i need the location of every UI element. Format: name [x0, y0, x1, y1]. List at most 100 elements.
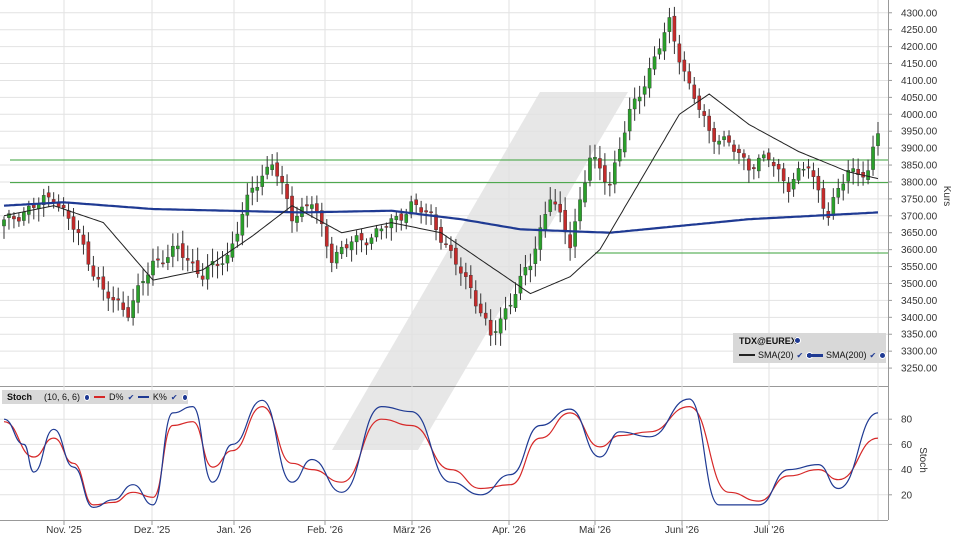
d-swatch: [94, 396, 106, 398]
candle-body: [528, 265, 533, 271]
candle-body: [225, 254, 230, 264]
candle-body: [136, 285, 140, 303]
candle-body: [687, 71, 692, 84]
stoch-tick-label: 40: [901, 465, 913, 476]
month-tick-label: Dez. '25: [134, 525, 171, 536]
candle-body: [608, 183, 612, 186]
candle-body: [329, 243, 334, 263]
candle-body: [831, 197, 836, 216]
settings-icon[interactable]: [879, 351, 887, 359]
candle-body: [707, 115, 711, 131]
stoch-tick-label: 20: [901, 490, 913, 501]
candle-body: [464, 272, 468, 277]
candle-body: [518, 275, 523, 294]
candle-body: [841, 183, 846, 191]
candle-body: [806, 166, 811, 169]
price-tick-label: 3300.00: [901, 347, 938, 358]
candle-body: [866, 170, 870, 180]
month-tick-label: März '26: [393, 525, 431, 536]
candle-body: [280, 175, 284, 183]
candle-body: [468, 275, 473, 289]
candle-body: [180, 243, 185, 258]
candle-body: [573, 221, 577, 247]
candle-body: [12, 216, 16, 220]
candle-body: [250, 187, 255, 193]
price-tick-label: 4000.00: [901, 110, 938, 121]
candle-body: [240, 213, 245, 236]
candle-body: [275, 162, 279, 177]
candle-body: [369, 237, 374, 244]
candle-body: [200, 275, 205, 280]
candle-body: [245, 194, 250, 216]
check-icon[interactable]: ✔: [127, 392, 135, 402]
candle-body: [399, 213, 404, 221]
candle-body: [717, 140, 721, 145]
candle-body: [17, 217, 21, 222]
candle-body: [334, 251, 339, 264]
candle-body: [478, 303, 483, 314]
candle-body: [667, 17, 672, 32]
candle-body: [796, 168, 801, 181]
stoch-k-line: [3, 398, 879, 509]
candle-body: [657, 48, 662, 55]
sma200-swatch: [807, 353, 823, 357]
price-tick-label: 3900.00: [901, 144, 938, 155]
sma20-label: SMA(20): [758, 350, 794, 360]
candle-body: [662, 32, 667, 52]
stoch-pane: [0, 388, 888, 520]
candle-body: [354, 235, 359, 243]
candle-body: [339, 246, 344, 255]
settings-icon[interactable]: [84, 393, 91, 401]
sma20-line: [3, 93, 879, 295]
candle-body: [270, 164, 274, 170]
price-tick-label: 3450.00: [901, 296, 938, 307]
candle-body: [632, 98, 637, 110]
candle-body: [727, 135, 731, 143]
candle-body: [752, 167, 756, 170]
legend-sma20[interactable]: SMA(20) ✔: [739, 350, 814, 360]
price-tick-label: 3650.00: [901, 228, 938, 239]
candle-body: [483, 312, 488, 319]
candle-body: [295, 215, 299, 223]
candle-body: [642, 86, 647, 95]
settings-icon[interactable]: [794, 337, 801, 344]
candle-body: [161, 262, 165, 265]
candle-body: [176, 245, 180, 249]
sma200-label: SMA(200): [826, 350, 867, 360]
candle-body: [61, 204, 66, 209]
sma20-swatch: [739, 354, 755, 356]
candle-body: [533, 248, 538, 264]
candle-body: [757, 157, 761, 172]
candle-body: [543, 214, 548, 230]
check-icon[interactable]: ✔: [170, 392, 178, 402]
candle-body: [41, 195, 46, 205]
stoch-title: Stoch: [7, 392, 33, 402]
candle-body: [7, 213, 11, 218]
legend-sma200[interactable]: SMA(200) ✔: [807, 350, 887, 360]
candle-body: [876, 133, 880, 146]
candle-body: [379, 228, 384, 232]
candle-body: [702, 111, 706, 116]
candle-body: [156, 258, 160, 261]
price-tick-label: 3800.00: [901, 177, 938, 188]
check-icon[interactable]: ✔: [796, 350, 804, 360]
candle-body: [305, 204, 309, 207]
candle-body: [488, 319, 493, 336]
candle-body: [215, 263, 220, 266]
price-tick-label: 4250.00: [901, 25, 938, 36]
candle-body: [22, 211, 26, 221]
candle-body: [404, 214, 409, 223]
candle-body: [712, 128, 716, 142]
candle-body: [493, 331, 498, 333]
candle-body: [871, 146, 875, 170]
candle-body: [265, 166, 269, 175]
month-tick-label: Juni '26: [665, 525, 700, 536]
candle-body: [766, 152, 771, 160]
stoch-axis-title: Stoch: [917, 447, 928, 473]
candle-body: [647, 68, 652, 89]
candle-body: [384, 226, 389, 228]
candle-body: [578, 199, 582, 222]
check-icon[interactable]: ✔: [869, 350, 877, 360]
settings-icon[interactable]: [181, 393, 188, 401]
candle-body: [81, 234, 86, 245]
